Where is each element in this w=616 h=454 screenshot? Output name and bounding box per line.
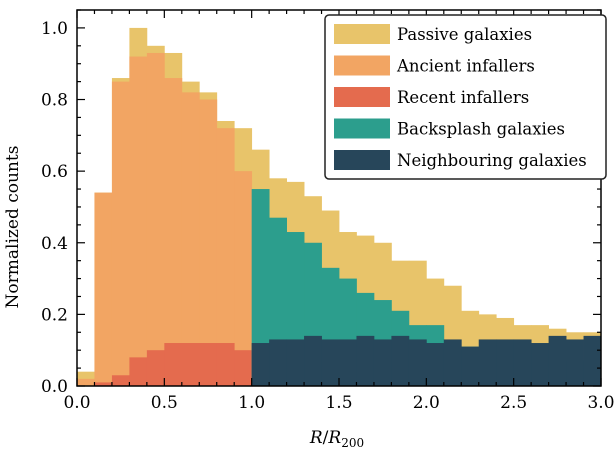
- bar-neighbouring-galaxies-bin-27: [548, 335, 567, 386]
- bar-neighbouring-galaxies-bin-25: [513, 339, 532, 386]
- bar-recent-infallers-bin-4: [146, 350, 165, 386]
- bar-neighbouring-galaxies-bin-26: [531, 343, 549, 386]
- legend-swatch: [334, 87, 390, 107]
- bar-neighbouring-galaxies-bin-12: [286, 339, 305, 386]
- bar-recent-infallers-bin-2: [111, 375, 130, 386]
- bar-neighbouring-galaxies-bin-15: [339, 339, 357, 386]
- tick-labels: 0.0 0.5 1.0 1.5 2.0 2.5 3.0 0.0 0.2 0.4 0.6 0.8 1.0: [41, 19, 615, 413]
- bar-ancient-infallers-bin-2: [111, 81, 130, 386]
- x-tick-label: 1.0: [238, 393, 265, 413]
- bar-ancient-infallers-bin-9: [234, 171, 253, 386]
- legend-label: Neighbouring galaxies: [397, 151, 587, 170]
- bar-ancient-infallers-bin-3: [129, 56, 148, 387]
- bar-neighbouring-galaxies-bin-18: [391, 335, 410, 386]
- bar-neighbouring-galaxies-bin-11: [269, 339, 287, 386]
- plot-frame: [76, 9, 602, 387]
- bar-neighbouring-galaxies-bin-21: [443, 339, 462, 386]
- bar-ancient-infallers-bin-6: [181, 92, 200, 386]
- bar-neighbouring-galaxies-bin-22: [461, 346, 480, 386]
- legend-label: Backsplash galaxies: [397, 120, 565, 139]
- x-tick-label: 0.0: [63, 393, 90, 413]
- bar-neighbouring-galaxies-bin-20: [426, 343, 445, 386]
- legend-swatch: [334, 24, 390, 44]
- bar-recent-infallers-bin-8: [216, 343, 235, 386]
- bar-neighbouring-galaxies-bin-24: [496, 339, 515, 386]
- bar-neighbouring-galaxies-bin-13: [304, 335, 322, 386]
- x-tick-label: 3.0: [587, 393, 614, 413]
- legend-label: Ancient infallers: [396, 57, 535, 76]
- bar-neighbouring-galaxies-bin-19: [408, 339, 427, 386]
- bar-recent-infallers-bin-1: [94, 382, 113, 386]
- y-tick-label: 0.8: [41, 91, 68, 111]
- bar-neighbouring-galaxies-bin-14: [321, 339, 340, 386]
- bar-ancient-infallers-bin-0: [77, 378, 95, 386]
- y-tick-label: 1.0: [41, 19, 68, 39]
- x-tick-label: 2.0: [413, 393, 440, 413]
- bar-recent-infallers-bin-7: [199, 343, 218, 386]
- bar-recent-infallers-bin-6: [181, 343, 200, 386]
- bars-layer: [77, 27, 602, 387]
- bar-recent-infallers-bin-3: [129, 357, 148, 386]
- x-tick-label: 0.5: [151, 393, 178, 413]
- y-tick-label: 0.0: [41, 377, 68, 397]
- bar-ancient-infallers-bin-8: [216, 128, 235, 386]
- x-tick-label: 2.5: [500, 393, 527, 413]
- bar-recent-infallers-bin-5: [164, 343, 183, 386]
- legend-swatch: [334, 118, 390, 139]
- bar-recent-infallers-bin-9: [234, 350, 253, 386]
- legend-swatch: [334, 55, 390, 76]
- x-tick-label: 1.5: [325, 393, 352, 413]
- bar-ancient-infallers-bin-7: [199, 99, 218, 387]
- legend-swatch: [334, 150, 390, 170]
- y-tick-label: 0.6: [41, 162, 68, 182]
- y-axis-label: Normalized counts: [3, 146, 23, 309]
- legend-label: Passive galaxies: [397, 25, 532, 44]
- bar-ancient-infallers-bin-4: [146, 52, 165, 386]
- bar-neighbouring-galaxies-bin-10: [251, 343, 270, 386]
- bar-neighbouring-galaxies-bin-28: [566, 339, 584, 386]
- y-tick-label: 0.4: [41, 234, 68, 254]
- x-axis-label: R/R200: [309, 428, 364, 450]
- bar-backsplash-galaxies-bin-10: [251, 189, 270, 386]
- legend-box: [324, 14, 607, 180]
- legend-label: Recent infallers: [397, 88, 529, 107]
- y-tick-label: 0.2: [41, 305, 68, 325]
- legend: Passive galaxies Ancient infallers Recent …: [324, 14, 607, 180]
- bar-ancient-infallers-bin-1: [94, 192, 113, 386]
- bar-neighbouring-galaxies-bin-29: [583, 335, 602, 386]
- bar-neighbouring-galaxies-bin-17: [373, 339, 392, 386]
- bar-ancient-infallers-bin-5: [164, 78, 183, 387]
- bar-neighbouring-galaxies-bin-23: [478, 339, 497, 386]
- bar-neighbouring-galaxies-bin-16: [356, 335, 375, 386]
